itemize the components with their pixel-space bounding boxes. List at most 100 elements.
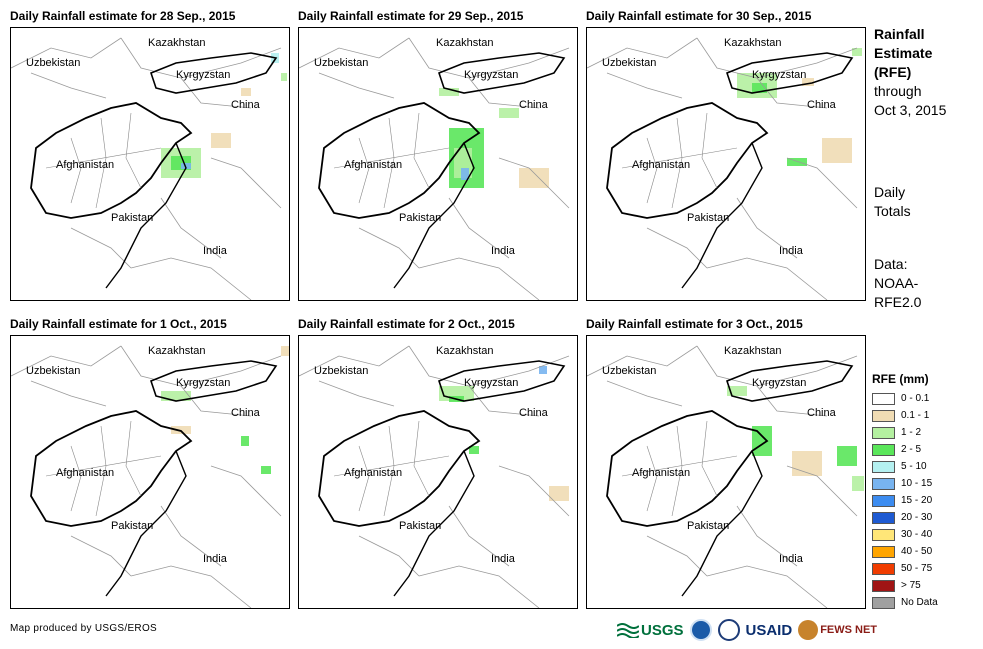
legend-item: 15 - 20 [872, 492, 982, 509]
label-kazakhstan: Kazakhstan [436, 345, 493, 357]
map-panel-6: Daily Rainfall estimate for 3 Oct., 2015… [586, 317, 866, 609]
kyrgyzstan-border [726, 52, 854, 94]
province-borders [299, 37, 570, 300]
legend-item: 50 - 75 [872, 560, 982, 577]
map-panel-3: Daily Rainfall estimate for 30 Sep., 201… [586, 9, 866, 301]
map-canvas: Kazakhstan Uzbekistan Kyrgyzstan China Afgha… [11, 37, 287, 300]
label-afghanistan: Afghanistan [344, 159, 402, 171]
label-pakistan: Pakistan [399, 520, 441, 532]
label-china: China [231, 99, 261, 111]
legend-item: 20 - 30 [872, 509, 982, 526]
legend-label: > 75 [901, 580, 921, 591]
province-borders [11, 345, 282, 608]
pakistan-border [681, 142, 763, 289]
daily-totals-note: Daily Totals [874, 184, 911, 219]
rainfall-area [241, 88, 251, 96]
rainfall-area [802, 78, 814, 86]
rainfall-area [439, 88, 459, 96]
legend-swatch [872, 562, 895, 575]
rfe-legend: RFE (mm) 0 - 0.1 0.1 - 1 1 - 2 2 - 5 5 - 10 1… [872, 372, 982, 611]
label-pakistan: Pakistan [111, 212, 153, 224]
label-uzbekistan: Uzbekistan [602, 57, 656, 69]
legend-item: 40 - 50 [872, 543, 982, 560]
label-kyrgyzstan: Kyrgyzstan [464, 377, 518, 389]
noaa-logo-icon [689, 619, 712, 641]
kyrgyzstan-border [726, 360, 854, 402]
label-india: India [779, 245, 804, 257]
legend-item: No Data [872, 594, 982, 611]
label-pakistan: Pakistan [687, 520, 729, 532]
map-canvas: Kazakhstan Uzbekistan Kyrgyzstan China Afgha… [11, 345, 289, 608]
panel-title: Daily Rainfall estimate for 29 Sep., 201… [298, 9, 524, 23]
label-china: China [231, 407, 261, 419]
province-borders [587, 37, 858, 300]
province-borders [11, 37, 282, 300]
fews-net-logo: FEWS NET [798, 620, 877, 640]
rainfall-area [211, 133, 231, 148]
rainfall-map: Kazakhstan Uzbekistan Kyrgyzstan China Afgha… [10, 335, 290, 609]
afghanistan-border [318, 410, 481, 527]
map-credit: Map produced by USGS/EROS [10, 623, 158, 634]
label-kyrgyzstan: Kyrgyzstan [752, 377, 806, 389]
panel-title: Daily Rainfall estimate for 2 Oct., 2015 [298, 317, 515, 331]
pakistan-border [105, 450, 187, 597]
rainfall-area [499, 108, 519, 118]
rainfall-map: Kazakhstan Uzbekistan Kyrgyzstan China Afgha… [586, 27, 866, 301]
rainfall-map: Kazakhstan Uzbekistan Kyrgyzstan China Afgha… [298, 335, 578, 609]
label-kazakhstan: Kazakhstan [148, 37, 205, 49]
pakistan-border [681, 450, 763, 597]
legend-label: 0 - 0.1 [901, 393, 930, 404]
label-uzbekistan: Uzbekistan [314, 365, 368, 377]
legend-swatch [872, 443, 895, 456]
label-india: India [491, 245, 516, 257]
map-panel-2: Daily Rainfall estimate for 29 Sep., 201… [298, 9, 578, 301]
kyrgyzstan-border [150, 360, 278, 402]
label-afghanistan: Afghanistan [344, 467, 402, 479]
map-panel-5: Daily Rainfall estimate for 2 Oct., 2015… [298, 317, 578, 609]
legend-item: 1 - 2 [872, 424, 982, 441]
label-uzbekistan: Uzbekistan [314, 57, 368, 69]
rainfall-area [469, 446, 479, 454]
afghanistan-border [318, 102, 481, 219]
legend-swatch [872, 426, 895, 439]
rainfall-area [792, 451, 822, 476]
rainfall-area [519, 168, 549, 188]
afghan-provinces [621, 112, 738, 209]
through-date: through Oct 3, 2015 [874, 83, 947, 118]
agency-logos: USGS USAID FEWS NET [617, 617, 877, 643]
label-uzbekistan: Uzbekistan [26, 57, 80, 69]
map-canvas: Kazakhstan Uzbekistan Kyrgyzstan China Afgha… [587, 345, 864, 608]
map-panel-4: Daily Rainfall estimate for 1 Oct., 2015… [10, 317, 290, 609]
legend-label: 2 - 5 [901, 444, 922, 455]
afghan-provinces [333, 420, 450, 517]
rfe-title: Rainfall Estimate (RFE) [874, 26, 933, 80]
map-canvas: Kazakhstan Uzbekistan Kyrgyzstan China Afgha… [299, 345, 570, 608]
rainfall-area [181, 163, 191, 169]
label-india: India [779, 553, 804, 565]
label-china: China [519, 407, 549, 419]
usgs-logo: USGS [617, 622, 684, 639]
label-afghanistan: Afghanistan [632, 467, 690, 479]
label-china: China [519, 99, 549, 111]
globe-icon [798, 620, 819, 640]
label-china: China [807, 99, 837, 111]
rainfall-map: Kazakhstan Uzbekistan Kyrgyzstan China Afgha… [10, 27, 290, 301]
legend-label: 10 - 15 [901, 478, 933, 489]
panel-title: Daily Rainfall estimate for 28 Sep., 201… [10, 9, 236, 23]
map-canvas: Kazakhstan Uzbekistan Kyrgyzstan China Afgha… [587, 37, 862, 300]
afghan-provinces [621, 420, 738, 517]
label-india: India [491, 553, 516, 565]
panel-title: Daily Rainfall estimate for 3 Oct., 2015 [586, 317, 803, 331]
legend-label: 1 - 2 [901, 427, 922, 438]
kyrgyzstan-border [150, 52, 278, 94]
label-kazakhstan: Kazakhstan [436, 37, 493, 49]
map-canvas: Kazakhstan Uzbekistan Kyrgyzstan China Afgha… [299, 37, 570, 300]
legend-title: RFE (mm) [872, 372, 929, 386]
legend-swatch [872, 477, 895, 490]
label-india: India [203, 245, 228, 257]
rainfall-map: Kazakhstan Uzbekistan Kyrgyzstan China Afgha… [298, 27, 578, 301]
legend-swatch [872, 528, 895, 541]
province-borders [587, 345, 858, 608]
legend-label: No Data [901, 597, 938, 608]
label-kazakhstan: Kazakhstan [724, 37, 781, 49]
